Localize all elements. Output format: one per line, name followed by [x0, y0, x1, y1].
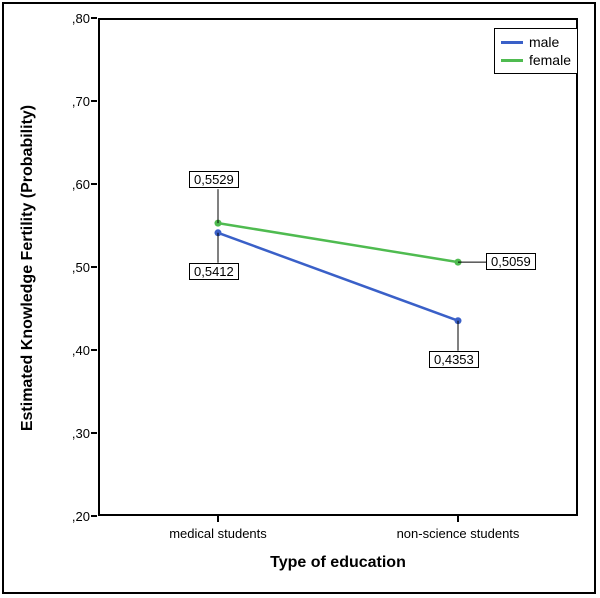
- y-tick-mark: [91, 432, 97, 434]
- y-tick-mark: [91, 183, 97, 185]
- chart-container: Estimated Knowledge Fertility (Probabili…: [0, 0, 600, 598]
- y-tick-label: ,70: [50, 94, 90, 109]
- y-tick-label: ,60: [50, 177, 90, 192]
- x-tick-label: medical students: [128, 526, 308, 541]
- x-tick-label: non-science students: [368, 526, 548, 541]
- y-tick-mark: [91, 266, 97, 268]
- data-label: 0,5059: [486, 253, 536, 270]
- series-line: [218, 223, 458, 262]
- data-label: 0,4353: [429, 351, 479, 368]
- data-label: 0,5529: [189, 171, 239, 188]
- y-tick-label: ,40: [50, 343, 90, 358]
- y-tick-mark: [91, 515, 97, 517]
- x-tick-mark: [457, 516, 459, 522]
- chart-svg: [0, 0, 600, 598]
- x-tick-mark: [217, 516, 219, 522]
- y-tick-label: ,80: [50, 11, 90, 26]
- series-line: [218, 233, 458, 321]
- y-tick-mark: [91, 100, 97, 102]
- y-tick-mark: [91, 17, 97, 19]
- y-tick-label: ,30: [50, 426, 90, 441]
- y-tick-label: ,50: [50, 260, 90, 275]
- data-label: 0,5412: [189, 263, 239, 280]
- y-tick-label: ,20: [50, 509, 90, 524]
- y-tick-mark: [91, 349, 97, 351]
